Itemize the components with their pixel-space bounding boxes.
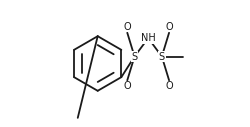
Text: O: O — [165, 81, 173, 91]
Text: O: O — [165, 22, 173, 32]
Text: S: S — [159, 52, 165, 61]
Text: NH: NH — [141, 33, 156, 43]
Text: O: O — [124, 81, 131, 91]
Text: O: O — [124, 22, 131, 32]
Text: S: S — [132, 52, 138, 61]
